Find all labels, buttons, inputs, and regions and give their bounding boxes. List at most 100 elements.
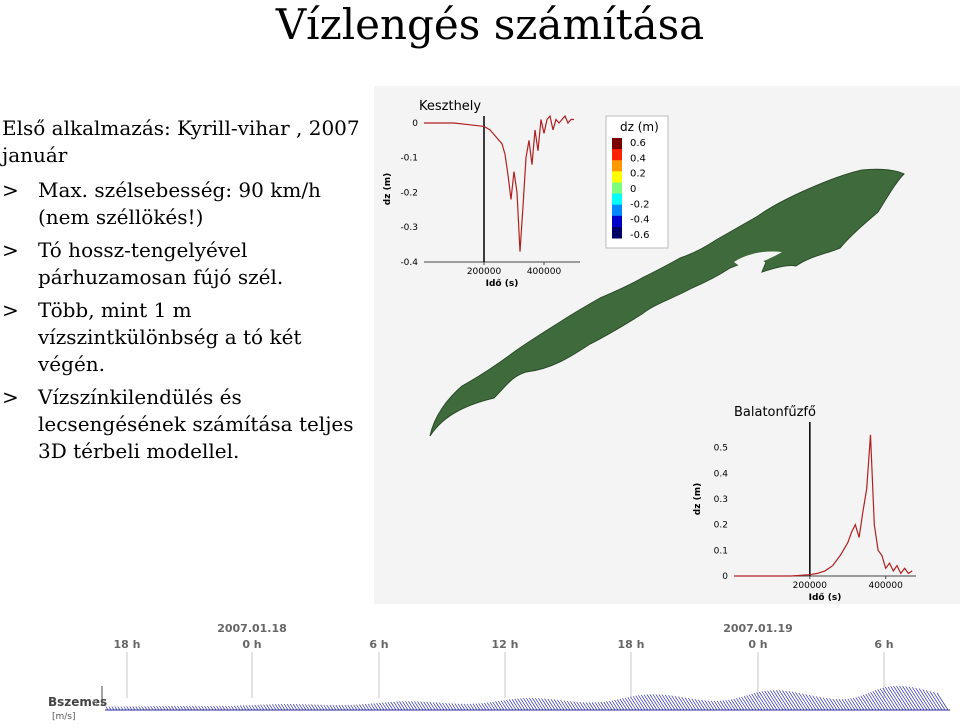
wind-vector bbox=[550, 699, 559, 711]
wind-vector bbox=[254, 704, 259, 711]
wind-vector bbox=[147, 706, 151, 711]
wind-vector bbox=[560, 700, 568, 711]
bullet-text: Vízszínkilendülés és lecsengésének számí… bbox=[38, 385, 354, 463]
wind-vector bbox=[469, 703, 475, 711]
wind-vector bbox=[414, 701, 421, 711]
lake-gap bbox=[734, 251, 782, 268]
wind-vector bbox=[298, 704, 304, 711]
colorbar-label: -0.2 bbox=[630, 199, 650, 210]
y-tick-label: 0 bbox=[722, 572, 728, 582]
wind-vector bbox=[915, 687, 931, 711]
colorbar-swatch bbox=[612, 149, 622, 161]
wind-vector bbox=[277, 704, 283, 711]
figure-svg: dz (m)0.60.40.20-0.2-0.4-0.6 Keszthely0-… bbox=[383, 99, 916, 603]
wind-vector bbox=[511, 699, 520, 711]
wind-vector bbox=[335, 704, 340, 711]
wind-vector bbox=[608, 700, 616, 711]
wind-vector bbox=[850, 698, 859, 711]
wind-vector bbox=[630, 696, 640, 711]
wind-vector bbox=[874, 690, 889, 711]
wind-vector bbox=[722, 700, 730, 711]
wind-vector bbox=[741, 696, 751, 711]
wind-vector bbox=[655, 694, 667, 711]
colorbar-swatch bbox=[612, 182, 622, 195]
wind-vector bbox=[632, 696, 643, 711]
timeline-hour: 6 h bbox=[874, 638, 893, 651]
wind-vector bbox=[381, 702, 388, 711]
wind-vector bbox=[896, 685, 913, 711]
wind-vector bbox=[661, 694, 673, 711]
wind-vector bbox=[189, 705, 193, 711]
wind-vector bbox=[557, 699, 565, 711]
wind-vector bbox=[466, 703, 472, 711]
wind-vector bbox=[738, 697, 748, 711]
bullet-text: Max. szélsebesség: 90 km/h (nem széllöké… bbox=[38, 178, 321, 229]
wind-vector bbox=[183, 705, 187, 711]
lake-shape bbox=[429, 168, 905, 437]
wind-vector bbox=[338, 704, 343, 711]
wind-vector bbox=[497, 700, 505, 711]
wind-vector bbox=[439, 702, 445, 711]
wind-vector bbox=[174, 705, 178, 711]
wind-vector bbox=[168, 705, 172, 711]
wind-vector bbox=[684, 697, 694, 711]
wind-vector bbox=[320, 704, 325, 711]
wind-vector bbox=[408, 701, 415, 711]
wind-vector bbox=[912, 687, 928, 711]
wind-vector bbox=[210, 705, 214, 711]
wind-vector bbox=[420, 701, 427, 711]
colorbar-swatch bbox=[612, 171, 622, 183]
wind-vector bbox=[275, 704, 280, 711]
wind-vector bbox=[138, 706, 142, 711]
wind-vector bbox=[671, 695, 682, 711]
wind-vector bbox=[619, 698, 628, 711]
wind-vector bbox=[658, 694, 670, 711]
wind-vector bbox=[832, 698, 841, 711]
wind-vector bbox=[514, 698, 523, 711]
wind-vector bbox=[922, 689, 937, 711]
wind-vector bbox=[579, 701, 586, 711]
wind-vector bbox=[770, 690, 784, 711]
wind-vector bbox=[329, 704, 334, 711]
colorbar-label: 0 bbox=[630, 184, 636, 195]
wind-vector bbox=[829, 698, 838, 711]
wind-vector bbox=[802, 693, 814, 711]
wind-vector bbox=[698, 699, 706, 711]
y-tick-label: 0.2 bbox=[714, 521, 728, 531]
wind-vector bbox=[779, 690, 793, 711]
wind-vector bbox=[665, 694, 676, 711]
wind-vector bbox=[641, 694, 652, 711]
wind-vector bbox=[390, 701, 397, 711]
wind-vector bbox=[302, 704, 307, 711]
y-tick-label: 0.3 bbox=[714, 495, 728, 505]
wind-vector bbox=[123, 706, 127, 711]
x-axis-label: Idő (s) bbox=[486, 279, 519, 289]
wind-vector bbox=[694, 699, 703, 711]
wind-vector bbox=[887, 686, 904, 711]
wind-vector bbox=[707, 700, 715, 711]
wind-vector bbox=[266, 704, 271, 711]
wind-vector bbox=[228, 705, 232, 711]
wind-vector bbox=[678, 696, 688, 711]
wind-vector bbox=[603, 701, 610, 711]
wind-vector bbox=[341, 704, 346, 711]
chart-title: Keszthely bbox=[419, 99, 481, 114]
y-tick-label: 0.1 bbox=[714, 546, 728, 556]
timeline-date: 2007.01.18 bbox=[217, 622, 287, 635]
wind-vector bbox=[822, 697, 832, 711]
timeline-hour: 18 h bbox=[114, 638, 141, 651]
wind-vector bbox=[529, 697, 538, 711]
wind-vector bbox=[350, 704, 355, 711]
wind-vector bbox=[905, 686, 922, 711]
wind-vector bbox=[867, 692, 880, 711]
wind-vector bbox=[890, 686, 907, 711]
wind-vector bbox=[785, 690, 799, 711]
wind-vector bbox=[782, 690, 796, 711]
series-line bbox=[734, 434, 913, 577]
wind-vector bbox=[153, 706, 157, 711]
wind-vector bbox=[359, 704, 364, 711]
wind-vector bbox=[809, 694, 820, 711]
colorbar-swatch bbox=[612, 160, 622, 172]
wind-vector bbox=[860, 695, 871, 711]
wind-vector bbox=[767, 690, 781, 711]
